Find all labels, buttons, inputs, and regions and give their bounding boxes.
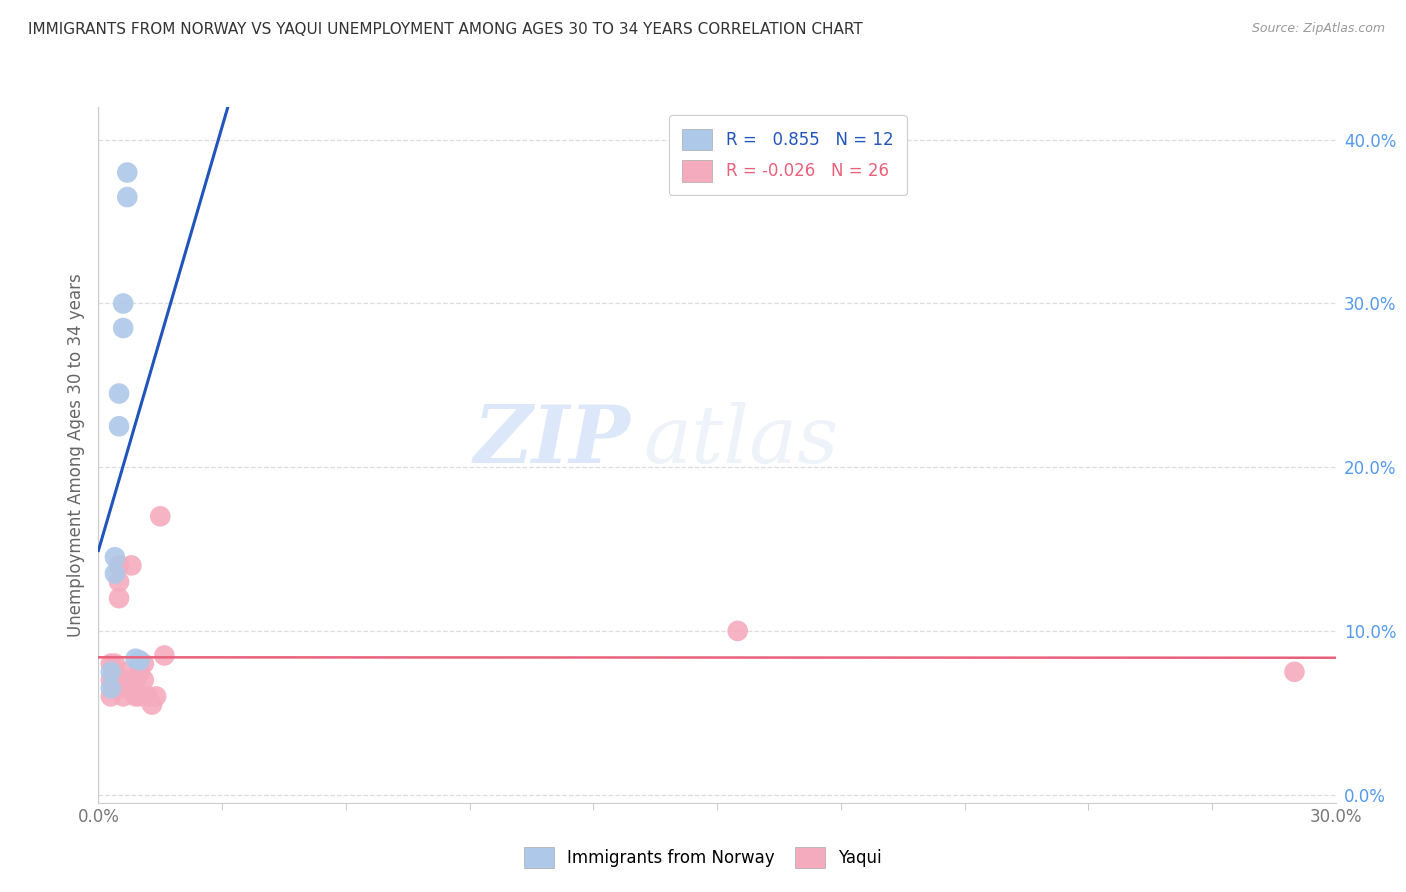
Point [128, 690, 150, 704]
Point [112, 296, 135, 310]
Point [128, 653, 150, 667]
Point [124, 651, 146, 665]
Point [117, 681, 139, 696]
Point [112, 321, 135, 335]
Point [136, 690, 159, 704]
Point [149, 509, 172, 524]
Point [112, 673, 135, 687]
Point [100, 657, 122, 671]
Point [145, 690, 167, 704]
Point [100, 665, 122, 679]
Point [100, 681, 122, 696]
Point [112, 690, 135, 704]
Y-axis label: Unemployment Among Ages 30 to 34 years: Unemployment Among Ages 30 to 34 years [66, 273, 84, 637]
Point [124, 673, 146, 687]
Point [132, 657, 155, 671]
Point [104, 566, 127, 581]
Point [104, 550, 127, 565]
Point [124, 690, 146, 704]
Point [108, 386, 131, 401]
Text: IMMIGRANTS FROM NORWAY VS YAQUI UNEMPLOYMENT AMONG AGES 30 TO 34 YEARS CORRELATI: IMMIGRANTS FROM NORWAY VS YAQUI UNEMPLOY… [28, 22, 863, 37]
Text: Source: ZipAtlas.com: Source: ZipAtlas.com [1251, 22, 1385, 36]
Point [104, 657, 127, 671]
Point [1284, 665, 1306, 679]
Point [108, 574, 131, 589]
Point [100, 673, 122, 687]
Point [120, 558, 142, 573]
Point [117, 190, 139, 204]
Point [153, 648, 176, 663]
Text: atlas: atlas [643, 402, 838, 480]
Point [108, 419, 131, 434]
Point [141, 698, 163, 712]
Point [108, 591, 131, 606]
Point [108, 558, 131, 573]
Point [104, 673, 127, 687]
Point [117, 165, 139, 179]
Point [727, 624, 749, 638]
Point [128, 665, 150, 679]
Point [132, 673, 155, 687]
Legend: Immigrants from Norway, Yaqui: Immigrants from Norway, Yaqui [517, 840, 889, 875]
Point [100, 690, 122, 704]
Legend: R =   0.855   N = 12, R = -0.026   N = 26: R = 0.855 N = 12, R = -0.026 N = 26 [669, 115, 907, 194]
Point [117, 665, 139, 679]
Text: ZIP: ZIP [474, 402, 630, 480]
